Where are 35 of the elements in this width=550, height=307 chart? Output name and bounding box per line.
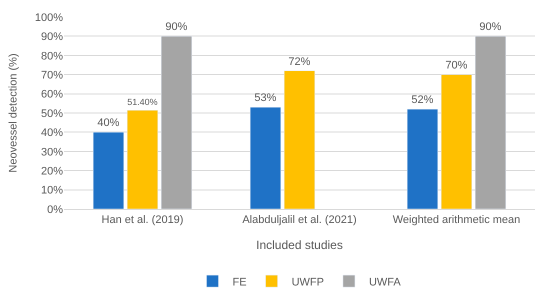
y-tick-label: 30% (40, 146, 64, 158)
data-label: 90% (479, 21, 502, 34)
bar (474, 36, 506, 209)
data-label: 90% (165, 21, 188, 34)
y-tick-label: 20% (40, 165, 64, 178)
y-tick-label: 60% (40, 88, 64, 101)
bar (92, 132, 124, 209)
y-tick-label: 10% (40, 184, 64, 197)
data-label: 40% (97, 117, 120, 130)
y-tick-label: 100% (34, 12, 64, 24)
legend-label: UWFP (292, 276, 324, 288)
bar (160, 36, 192, 209)
legend-label: FE (232, 276, 247, 288)
y-tick-label: 40% (40, 127, 64, 140)
bar (406, 108, 438, 209)
data-label: 70% (445, 60, 468, 72)
bar (250, 106, 282, 209)
bar (284, 70, 316, 209)
legend-label: UWFA (368, 276, 402, 288)
data-label: 53% (254, 92, 277, 104)
x-tick-label: Han et al. (2019) (102, 214, 184, 226)
data-label: 52% (411, 94, 434, 106)
y-tick-label: 70% (40, 69, 64, 82)
y-tick-label: 80% (40, 50, 64, 62)
y-tick-label: 50% (40, 108, 64, 120)
bar (126, 110, 158, 209)
data-label: 51.40% (127, 96, 158, 107)
x-axis-title: Included studies (256, 238, 343, 252)
x-tick-label: Alabduljalil et al. (2021) (242, 214, 357, 226)
x-tick-label: Weighted arithmetic mean (392, 214, 520, 226)
y-axis-title: Neovessel detection (%) (8, 53, 20, 173)
y-tick-label: 90% (40, 31, 64, 44)
bar (440, 74, 472, 209)
data-label: 72% (288, 56, 311, 68)
y-tick-label: 0% (47, 204, 64, 216)
